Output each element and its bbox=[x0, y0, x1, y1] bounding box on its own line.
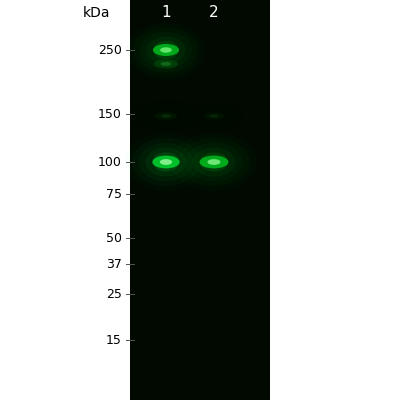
Text: 1: 1 bbox=[161, 5, 171, 20]
Ellipse shape bbox=[200, 152, 228, 172]
Text: 25: 25 bbox=[106, 288, 122, 300]
Ellipse shape bbox=[204, 113, 224, 119]
Ellipse shape bbox=[208, 159, 220, 165]
Text: 75: 75 bbox=[106, 188, 122, 200]
Text: 37: 37 bbox=[106, 258, 122, 270]
Text: 100: 100 bbox=[98, 156, 122, 168]
Text: 2: 2 bbox=[209, 5, 219, 20]
Ellipse shape bbox=[153, 41, 179, 59]
Bar bbox=[0, 0, 130, 400]
Ellipse shape bbox=[153, 44, 179, 56]
Ellipse shape bbox=[160, 47, 172, 53]
Bar bbox=[270, 0, 400, 400]
Ellipse shape bbox=[152, 152, 180, 172]
Ellipse shape bbox=[160, 62, 172, 66]
Text: 250: 250 bbox=[98, 44, 122, 56]
Ellipse shape bbox=[146, 148, 186, 176]
Text: 15: 15 bbox=[106, 334, 122, 346]
Ellipse shape bbox=[192, 148, 236, 176]
Ellipse shape bbox=[161, 114, 171, 118]
Bar bbox=[130, 0, 270, 400]
Ellipse shape bbox=[200, 156, 228, 168]
Text: kDa: kDa bbox=[82, 6, 110, 20]
Ellipse shape bbox=[152, 156, 180, 168]
Ellipse shape bbox=[160, 159, 172, 165]
Ellipse shape bbox=[146, 36, 186, 64]
Ellipse shape bbox=[210, 114, 218, 118]
Ellipse shape bbox=[155, 112, 177, 120]
Ellipse shape bbox=[154, 57, 178, 70]
Text: 50: 50 bbox=[106, 232, 122, 244]
Text: 150: 150 bbox=[98, 108, 122, 120]
Ellipse shape bbox=[154, 60, 178, 68]
